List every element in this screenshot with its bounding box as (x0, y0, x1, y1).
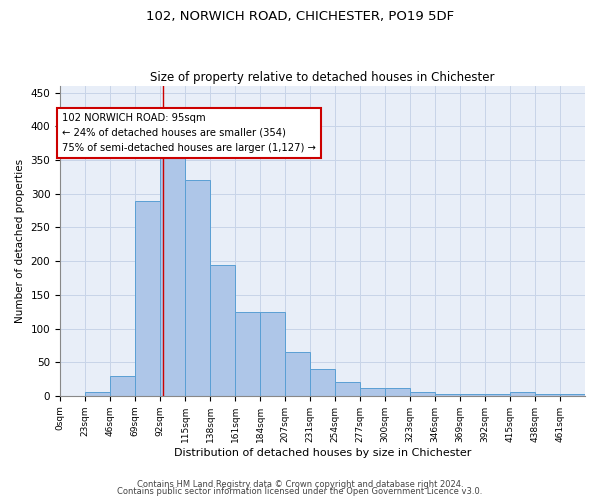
Bar (135, 200, 160, 396)
Bar (460, 394, 485, 396)
Bar (310, 369, 335, 396)
Title: Size of property relative to detached houses in Chichester: Size of property relative to detached ho… (150, 70, 495, 84)
Text: Contains public sector information licensed under the Open Government Licence v3: Contains public sector information licen… (118, 487, 482, 496)
Bar (210, 264, 235, 396)
Bar (260, 312, 285, 396)
Bar (235, 312, 260, 396)
Bar (385, 388, 410, 396)
Text: 102 NORWICH ROAD: 95sqm
← 24% of detached houses are smaller (354)
75% of semi-d: 102 NORWICH ROAD: 95sqm ← 24% of detache… (62, 113, 316, 152)
Bar (560, 394, 585, 396)
Bar (285, 352, 310, 396)
Bar (110, 376, 135, 396)
Text: Contains HM Land Registry data © Crown copyright and database right 2024.: Contains HM Land Registry data © Crown c… (137, 480, 463, 489)
Bar (185, 180, 210, 396)
X-axis label: Distribution of detached houses by size in Chichester: Distribution of detached houses by size … (174, 448, 471, 458)
Bar (535, 394, 560, 396)
Bar (435, 394, 460, 396)
Bar (410, 392, 435, 396)
Bar (335, 382, 360, 396)
Bar (160, 154, 185, 396)
Bar (485, 394, 510, 396)
Text: 102, NORWICH ROAD, CHICHESTER, PO19 5DF: 102, NORWICH ROAD, CHICHESTER, PO19 5DF (146, 10, 454, 23)
Bar (510, 392, 535, 396)
Y-axis label: Number of detached properties: Number of detached properties (15, 159, 25, 323)
Bar (360, 388, 385, 396)
Bar (85, 392, 110, 396)
